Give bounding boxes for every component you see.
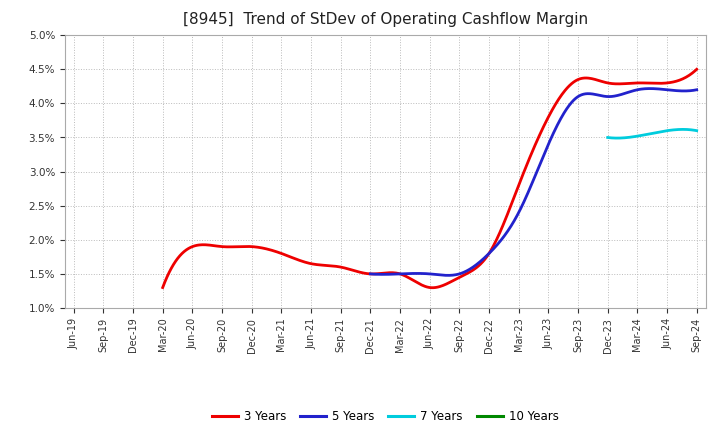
- Title: [8945]  Trend of StDev of Operating Cashflow Margin: [8945] Trend of StDev of Operating Cashf…: [183, 12, 588, 27]
- Legend: 3 Years, 5 Years, 7 Years, 10 Years: 3 Years, 5 Years, 7 Years, 10 Years: [207, 405, 564, 428]
